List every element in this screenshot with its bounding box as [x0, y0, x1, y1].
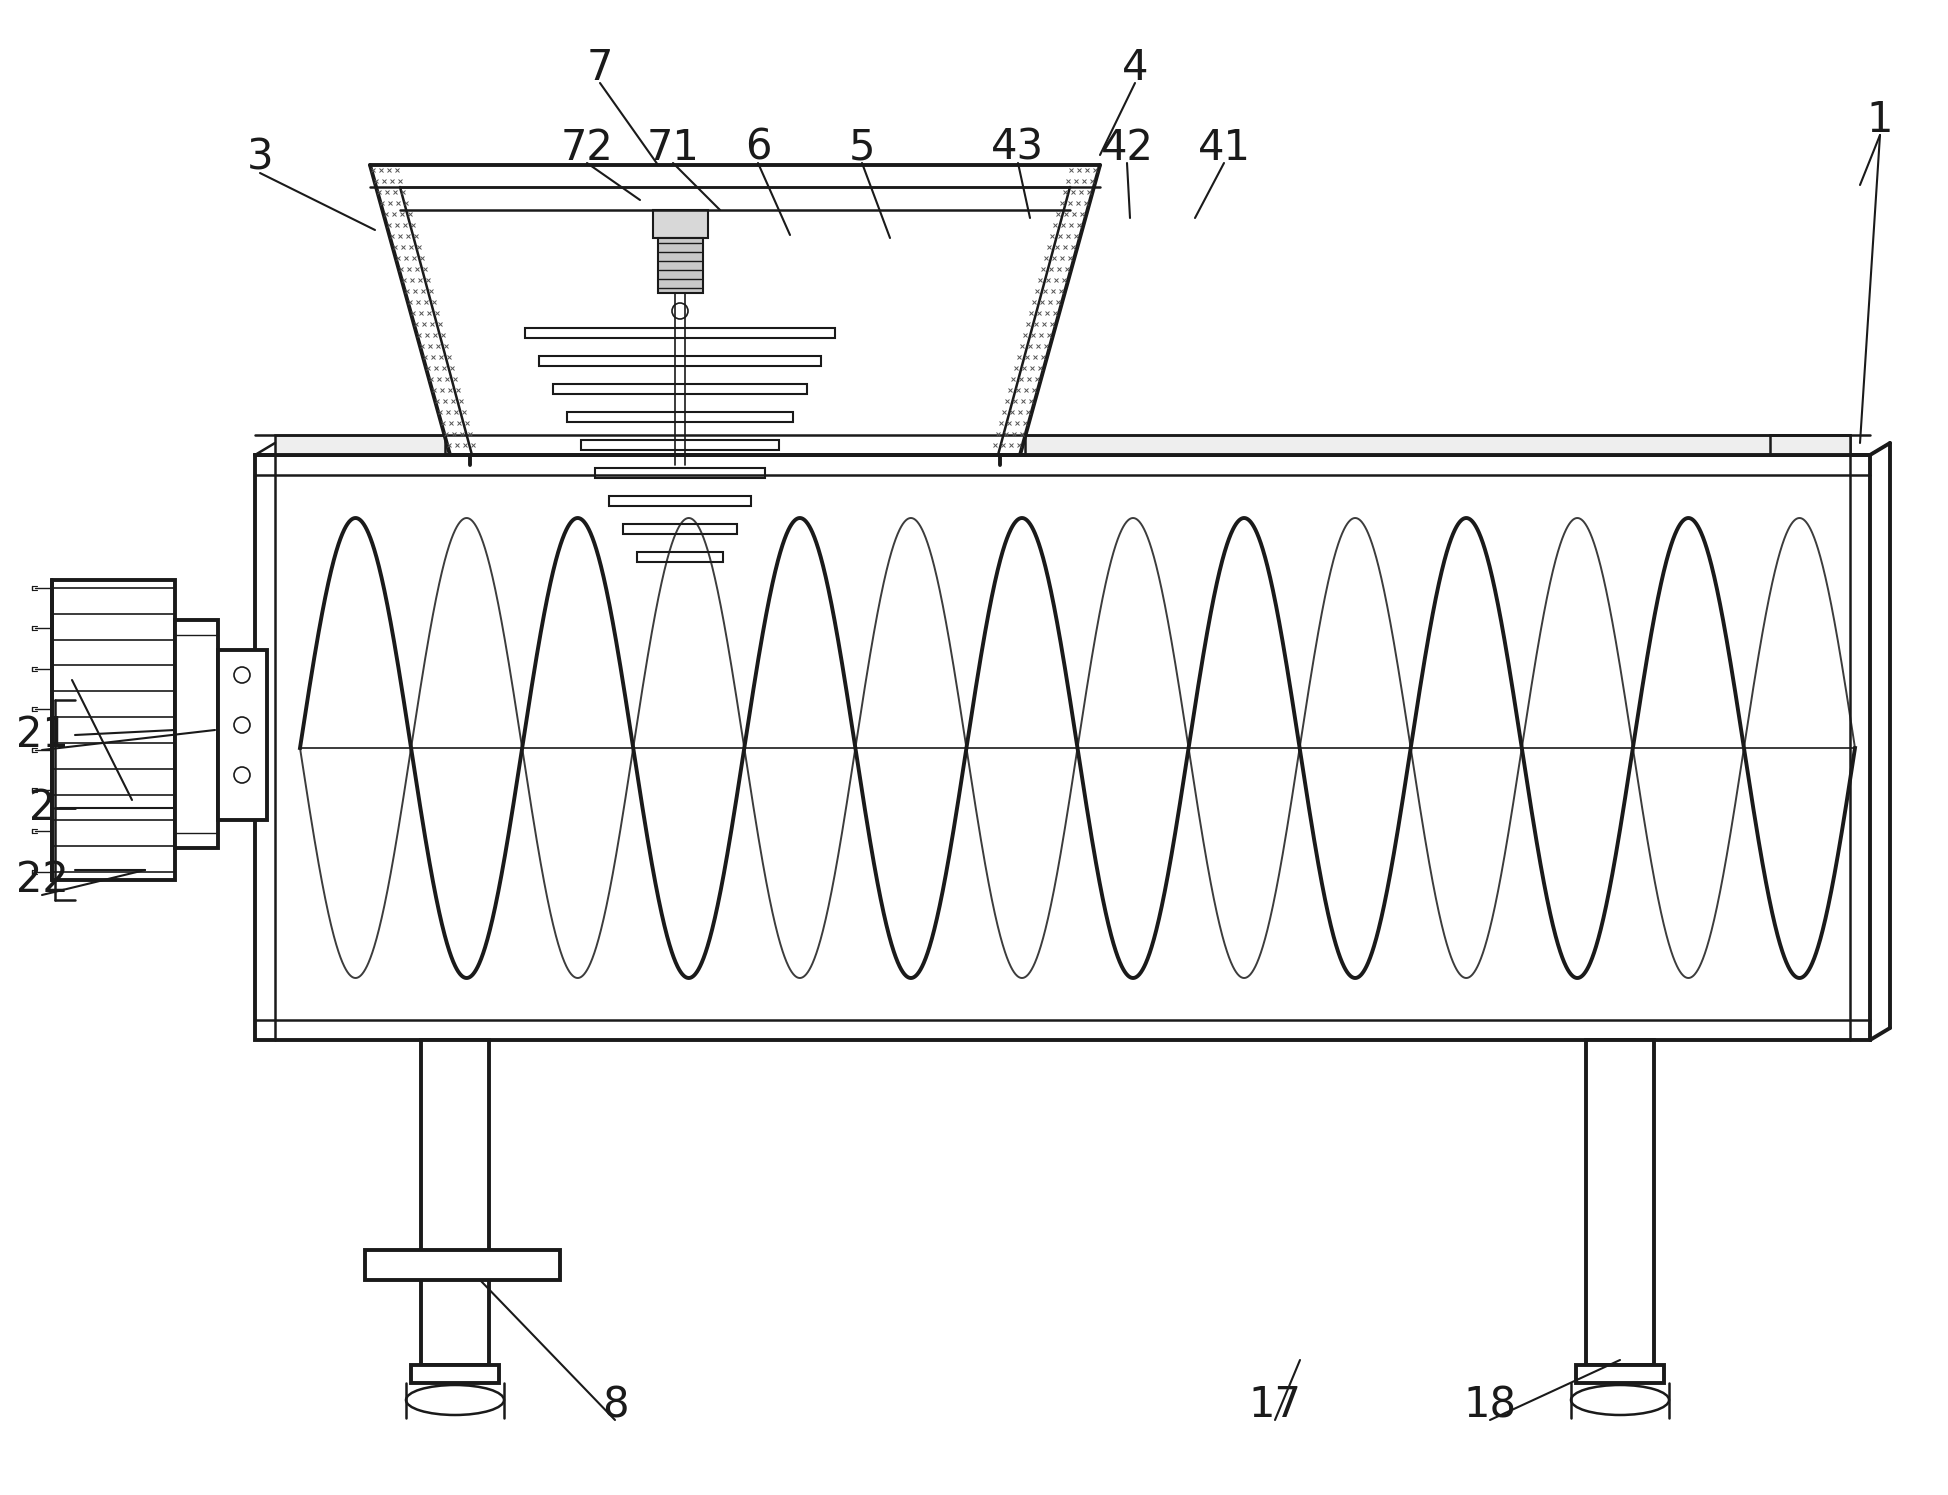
Bar: [658, 238, 703, 293]
Bar: [421, 1041, 489, 1365]
Bar: [637, 552, 723, 562]
Text: 42: 42: [1101, 127, 1153, 169]
Bar: [1025, 435, 1849, 454]
Text: 72: 72: [561, 127, 614, 169]
Bar: [1576, 1365, 1664, 1383]
Text: 2: 2: [29, 786, 55, 830]
Text: 3: 3: [247, 138, 273, 179]
Text: 71: 71: [647, 127, 699, 169]
Bar: [623, 525, 736, 534]
Bar: [218, 650, 267, 819]
Text: 8: 8: [602, 1384, 627, 1426]
Ellipse shape: [1570, 1384, 1667, 1414]
Text: 1: 1: [1866, 99, 1892, 141]
Text: 5: 5: [847, 127, 875, 169]
Bar: [653, 209, 707, 238]
Bar: [567, 413, 793, 422]
Text: 43: 43: [992, 127, 1044, 169]
Bar: [540, 356, 820, 366]
Bar: [1586, 1041, 1654, 1365]
Bar: [524, 327, 834, 338]
Bar: [553, 384, 806, 395]
Text: 7: 7: [586, 46, 614, 90]
Bar: [175, 620, 218, 848]
Text: 17: 17: [1249, 1384, 1301, 1426]
Bar: [594, 468, 766, 478]
Text: 21: 21: [16, 715, 68, 756]
Text: 18: 18: [1463, 1384, 1516, 1426]
Text: 4: 4: [1122, 46, 1147, 90]
Bar: [1769, 435, 1849, 454]
Bar: [364, 1250, 559, 1280]
Text: 41: 41: [1196, 127, 1251, 169]
Bar: [275, 435, 444, 454]
Text: 22: 22: [16, 860, 68, 901]
Text: 6: 6: [744, 127, 771, 169]
Bar: [255, 454, 1868, 1041]
Bar: [608, 496, 750, 505]
Bar: [53, 580, 175, 881]
Bar: [411, 1365, 499, 1383]
Ellipse shape: [405, 1384, 505, 1414]
Bar: [581, 440, 779, 450]
